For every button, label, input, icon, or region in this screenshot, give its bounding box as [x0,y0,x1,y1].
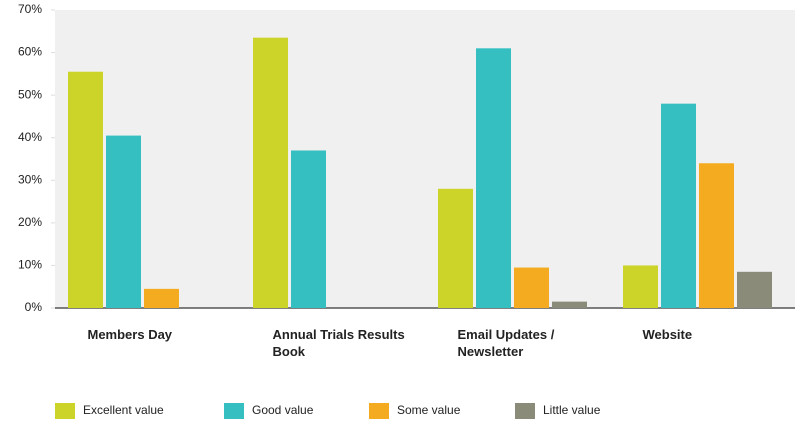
legend-label: Excellent value [83,403,164,417]
y-tick-label: 40% [18,130,42,144]
legend-label: Good value [252,403,314,417]
y-tick-label: 0% [25,300,43,314]
x-tick-label: Annual Trials Results Book [272,327,405,359]
x-tick-label: Email Updates / Newsletter [457,327,555,359]
y-tick-label: 60% [18,45,42,59]
y-tick-label: 50% [18,87,42,101]
legend-label: Some value [397,403,461,417]
bar [737,271,772,308]
legend-swatch [55,403,75,419]
bar [623,265,658,308]
bar [291,150,326,308]
y-tick-label: 70% [18,2,42,16]
bar [144,288,179,308]
y-tick-label: 20% [18,215,42,229]
bar [476,48,511,309]
x-tick-label: Members Day [87,327,173,342]
legend-swatch [515,403,535,419]
legend-swatch [224,403,244,419]
bar [552,301,587,308]
bar [68,71,103,308]
bar [106,135,141,308]
y-tick-label: 10% [18,258,42,272]
legend-label: Little value [543,403,601,417]
bar [699,163,734,308]
y-tick-label: 30% [18,172,42,186]
bar [661,103,696,309]
bar [253,37,288,309]
x-tick-label: Website [642,327,693,342]
bar [438,188,473,308]
legend-swatch [369,403,389,419]
bar [514,267,549,308]
